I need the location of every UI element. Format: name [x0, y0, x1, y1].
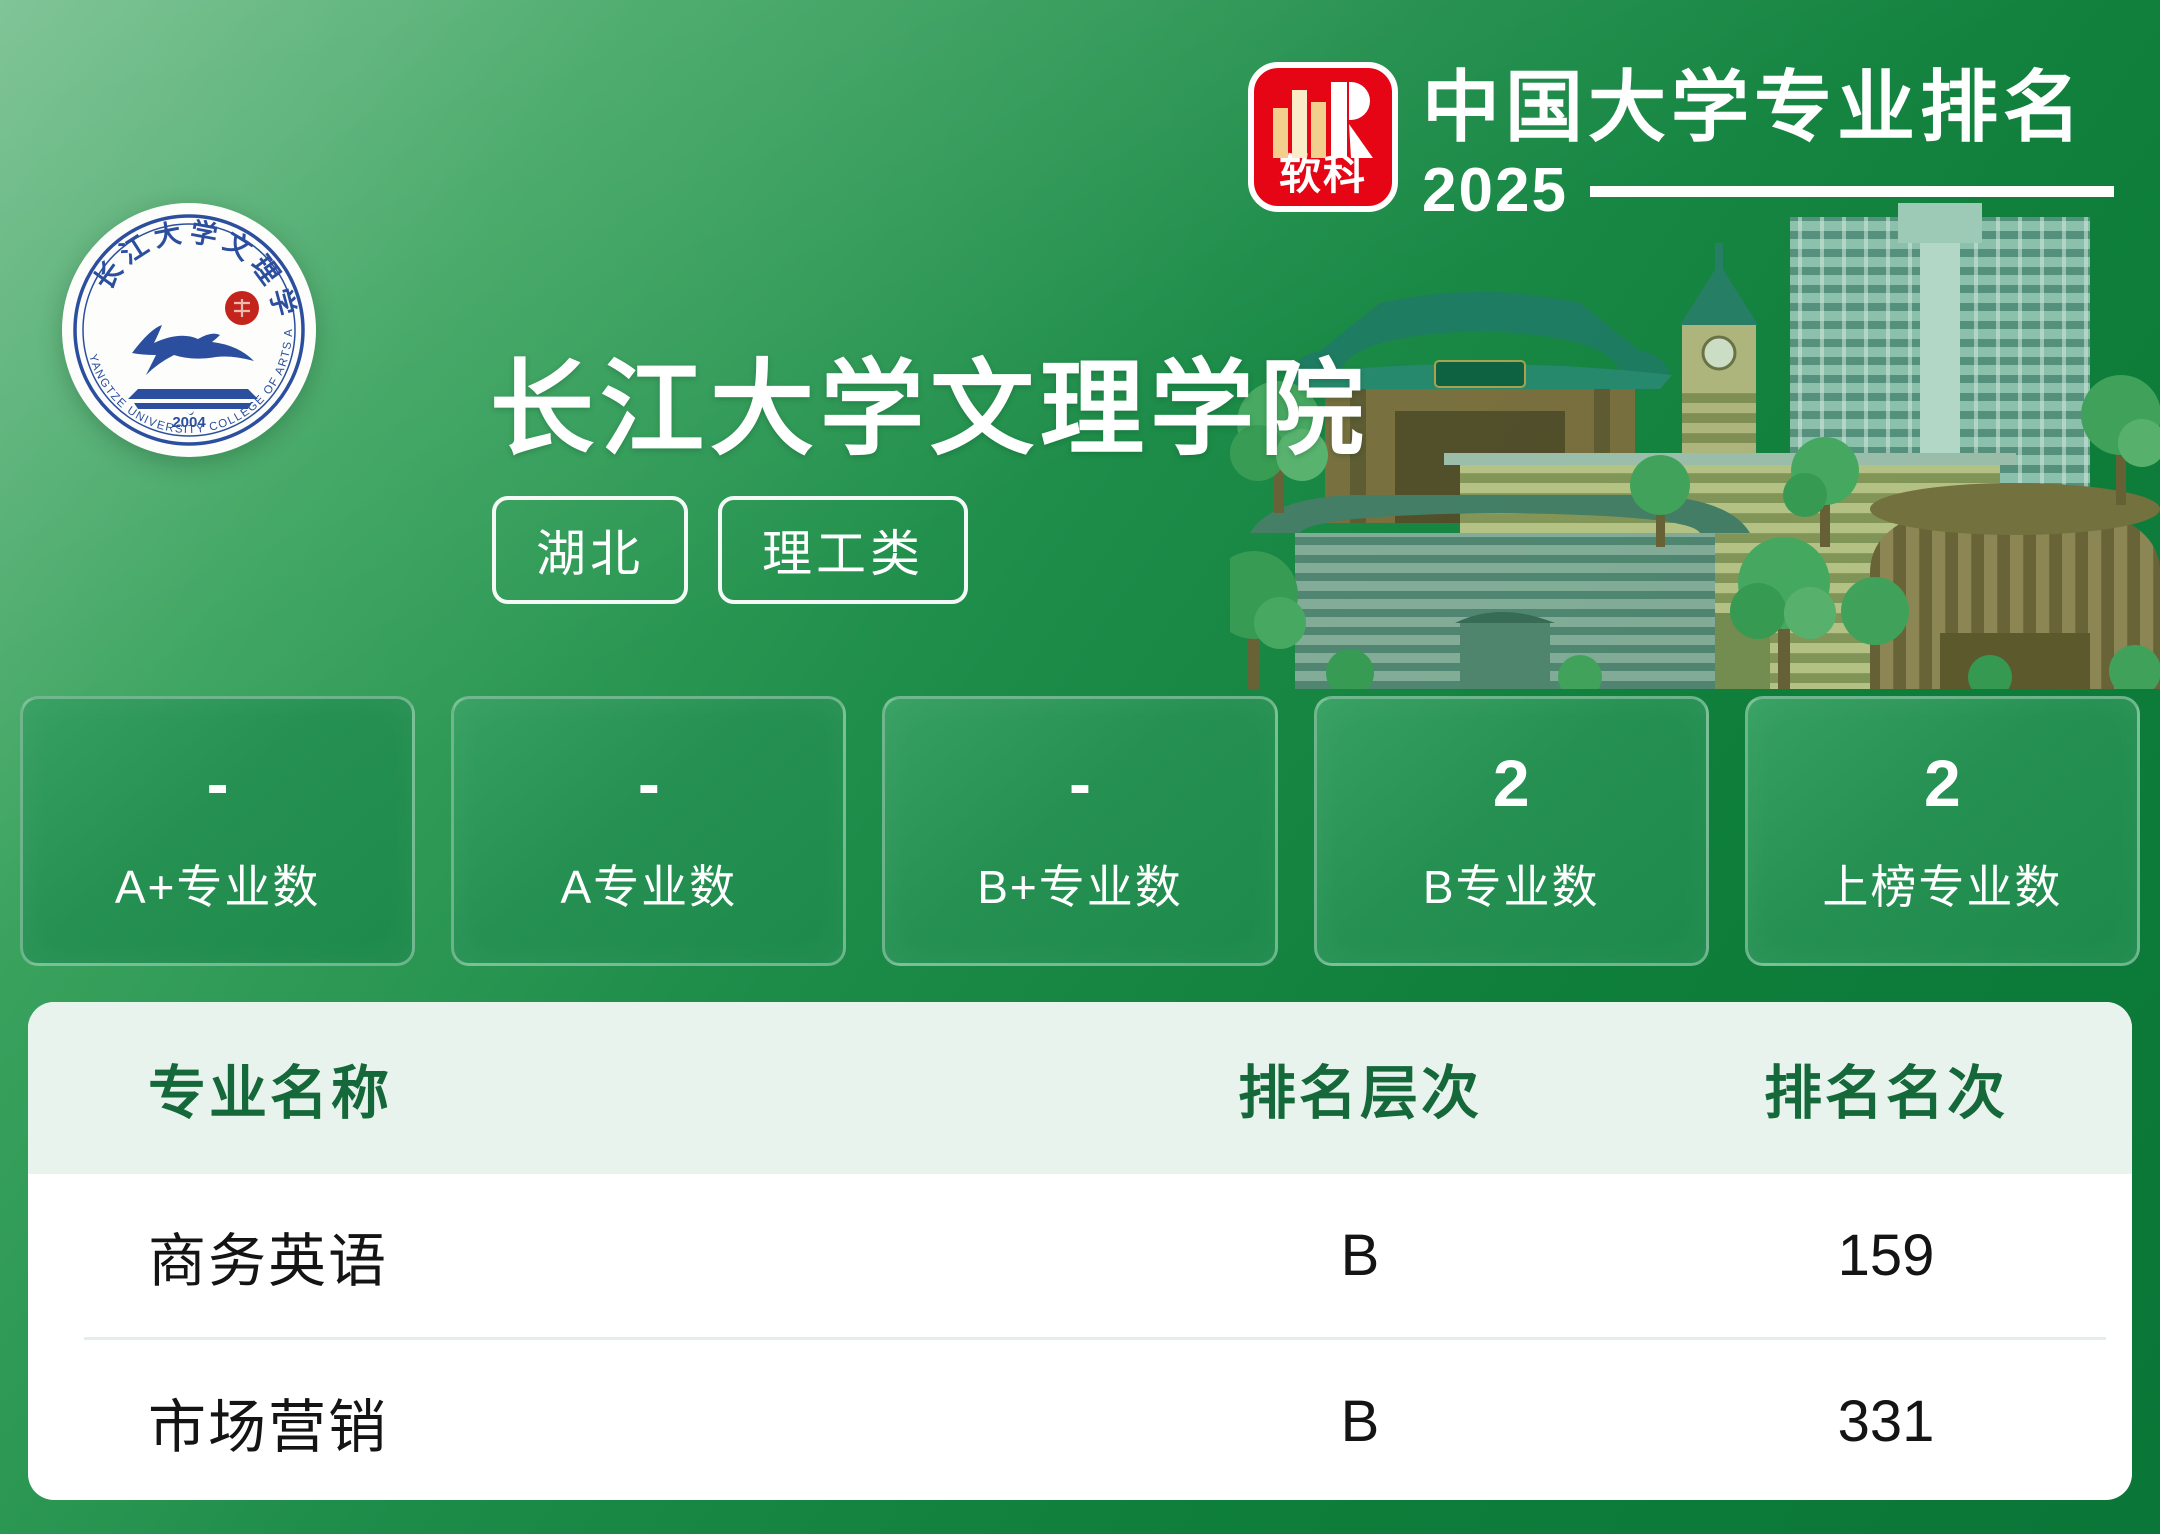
ranking-position: 159: [1837, 1223, 1935, 1288]
stat-label: B+专业数: [977, 861, 1183, 913]
ranking-year: 2025: [1422, 156, 1568, 225]
row-divider: [84, 1337, 2106, 1340]
stats-row: - A+专业数 - A专业数 - B+专业数 2 B专业数 2 上榜专业数: [20, 696, 2141, 966]
stat-label: A+专业数: [114, 861, 321, 913]
column-ranking-position: 排名名次: [1763, 1061, 2008, 1126]
seal-year: 2004: [172, 414, 206, 431]
table-header: 专业名称 排名层次 排名名次: [28, 1002, 2132, 1174]
campus-illustration: [1230, 203, 2160, 689]
column-major-name: 专业名称: [148, 1061, 393, 1126]
stat-card-a-plus: - A+专业数: [20, 696, 416, 966]
stat-card-total: 2 上榜专业数: [1744, 696, 2141, 966]
major-name: 商务英语: [148, 1228, 389, 1294]
category-tag: 理工类: [718, 496, 968, 604]
region-tag: 湖北: [492, 496, 688, 604]
ranking-position: 331: [1837, 1389, 1935, 1454]
stat-card-a: - A专业数: [451, 696, 847, 966]
ranking-title: 中国大学专业排名: [1422, 63, 2087, 151]
ranking-tier: B: [1340, 1389, 1380, 1454]
stat-value: 2: [1492, 746, 1530, 820]
ruanke-logo-mark: [1273, 82, 1373, 158]
stat-value: 2: [1924, 746, 1961, 820]
brand-header: 软科 中国大学专业排名 2025: [1248, 62, 2114, 222]
ruanke-logo: 软科: [1248, 62, 1398, 212]
seal-stamp: [225, 291, 259, 325]
round-stadium: [1870, 483, 2160, 689]
ranking-table: 专业名称 排名层次 排名名次 商务英语 B 159 市场营销 B 331: [28, 1002, 2132, 1500]
table-row[interactable]: 市场营销 B 331: [28, 1340, 2132, 1500]
major-name: 市场营销: [148, 1394, 389, 1460]
trees: [1230, 375, 2160, 689]
stat-value: -: [637, 746, 660, 820]
stat-card-b-plus: - B+专业数: [882, 696, 1278, 966]
stat-value: -: [206, 746, 229, 820]
stat-label: A专业数: [560, 861, 738, 913]
column-ranking-tier: 排名层次: [1237, 1061, 1482, 1126]
stat-value: -: [1069, 746, 1091, 820]
stat-label: B专业数: [1422, 861, 1600, 913]
seal-bird: [128, 325, 258, 415]
university-name: 长江大学文理学院: [490, 352, 1371, 468]
stat-card-b: 2 B专业数: [1313, 696, 1709, 966]
university-tags: 湖北 理工类: [492, 496, 968, 604]
brand-text: 中国大学专业排名 2025: [1422, 62, 2114, 222]
ranking-tier: B: [1340, 1223, 1380, 1288]
stat-label: 上榜专业数: [1822, 861, 2063, 913]
university-seal: 长江大学文理学院 YANGTZE UNIVERSITY COLLEGE OF A…: [62, 203, 316, 457]
title-underline: [1589, 185, 2114, 197]
ruanke-logo-text: 软科: [1278, 151, 1367, 198]
table-row[interactable]: 商务英语 B 159: [28, 1174, 2132, 1337]
